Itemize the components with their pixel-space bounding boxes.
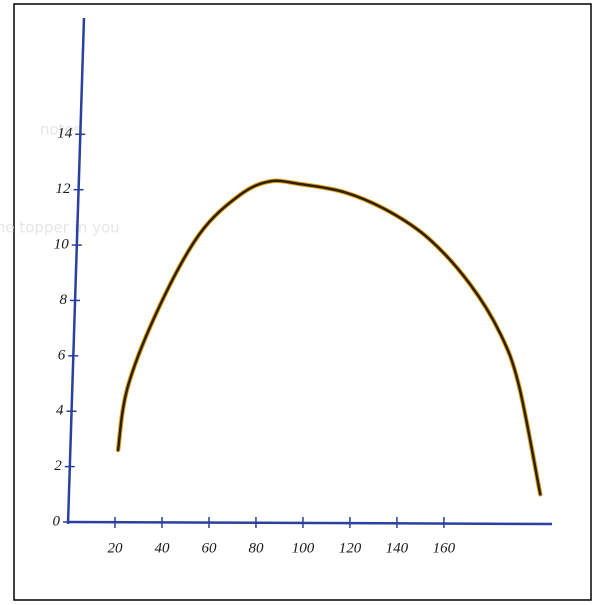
x-tick-label: 120 bbox=[339, 540, 362, 556]
y-tick-label: 10 bbox=[54, 237, 70, 253]
x-axis bbox=[67, 520, 553, 526]
y-tick-label: 12 bbox=[56, 181, 72, 197]
y-tick-label: 8 bbox=[60, 292, 68, 308]
x-tick-label: 100 bbox=[292, 540, 315, 556]
x-tick-label: 60 bbox=[201, 540, 217, 556]
x-tick-label: 20 bbox=[107, 540, 123, 556]
y-tick-label: 6 bbox=[58, 347, 66, 363]
y-tick-label: 2 bbox=[54, 458, 62, 474]
x-tick-label: 40 bbox=[154, 540, 170, 556]
curve-shadow bbox=[115, 178, 543, 497]
y-tick-label: 4 bbox=[56, 403, 64, 419]
x-tick-label: 160 bbox=[433, 540, 456, 556]
watermark-tagline: the topper in you bbox=[0, 219, 120, 237]
y-tick-label: 0 bbox=[53, 513, 61, 529]
frame bbox=[13, 3, 592, 601]
x-tick-label: 80 bbox=[248, 540, 264, 556]
curve bbox=[116, 179, 542, 496]
y-tick-label: 14 bbox=[57, 126, 73, 142]
y-axis bbox=[66, 17, 86, 525]
watermark-logo: notes bbox=[40, 121, 82, 139]
x-tick-label: 140 bbox=[386, 540, 409, 556]
